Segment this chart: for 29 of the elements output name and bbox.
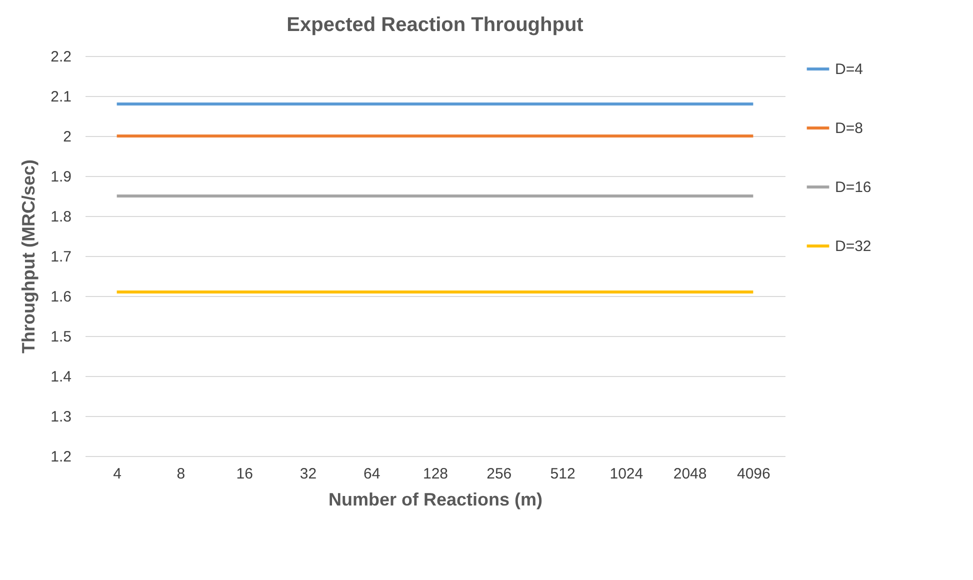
y-tick-label: 2.1 — [50, 88, 72, 106]
x-axis-title: Number of Reactions (m) — [328, 490, 543, 510]
x-tick-label: 8 — [176, 466, 186, 482]
x-tick-label: 128 — [422, 466, 448, 482]
x-tick-label: 2048 — [673, 466, 707, 482]
x-tick-label: 512 — [550, 466, 576, 482]
legend-label: D=16 — [835, 179, 872, 196]
x-tick-label: 1024 — [610, 466, 644, 482]
legend-label: D=32 — [835, 238, 872, 255]
y-tick-label: 1.7 — [50, 248, 72, 266]
legend-label: D=4 — [835, 61, 863, 78]
y-tick-label: 1.4 — [50, 368, 72, 386]
y-tick-label: 1.3 — [50, 408, 72, 426]
x-tick-label: 4 — [113, 466, 122, 482]
x-tick-label: 16 — [236, 466, 253, 482]
x-tick-label: 256 — [486, 466, 512, 482]
y-tick-label: 1.8 — [50, 208, 72, 226]
x-tick-label: 32 — [300, 466, 317, 482]
y-tick-label: 1.6 — [50, 288, 72, 306]
legend-label: D=8 — [835, 120, 863, 137]
x-tick-label: 64 — [364, 466, 380, 482]
chart-title: Expected Reaction Throughput — [286, 14, 584, 36]
y-tick-label: 1.9 — [50, 168, 72, 186]
y-axis-title: Throughput (MRC/sec) — [18, 160, 39, 354]
y-tick-label: 1.2 — [50, 448, 72, 466]
x-tick-label: 4096 — [736, 466, 770, 482]
y-tick-label: 2 — [63, 128, 72, 146]
y-tick-label: 2.2 — [50, 48, 72, 66]
y-tick-label: 1.5 — [50, 328, 72, 346]
